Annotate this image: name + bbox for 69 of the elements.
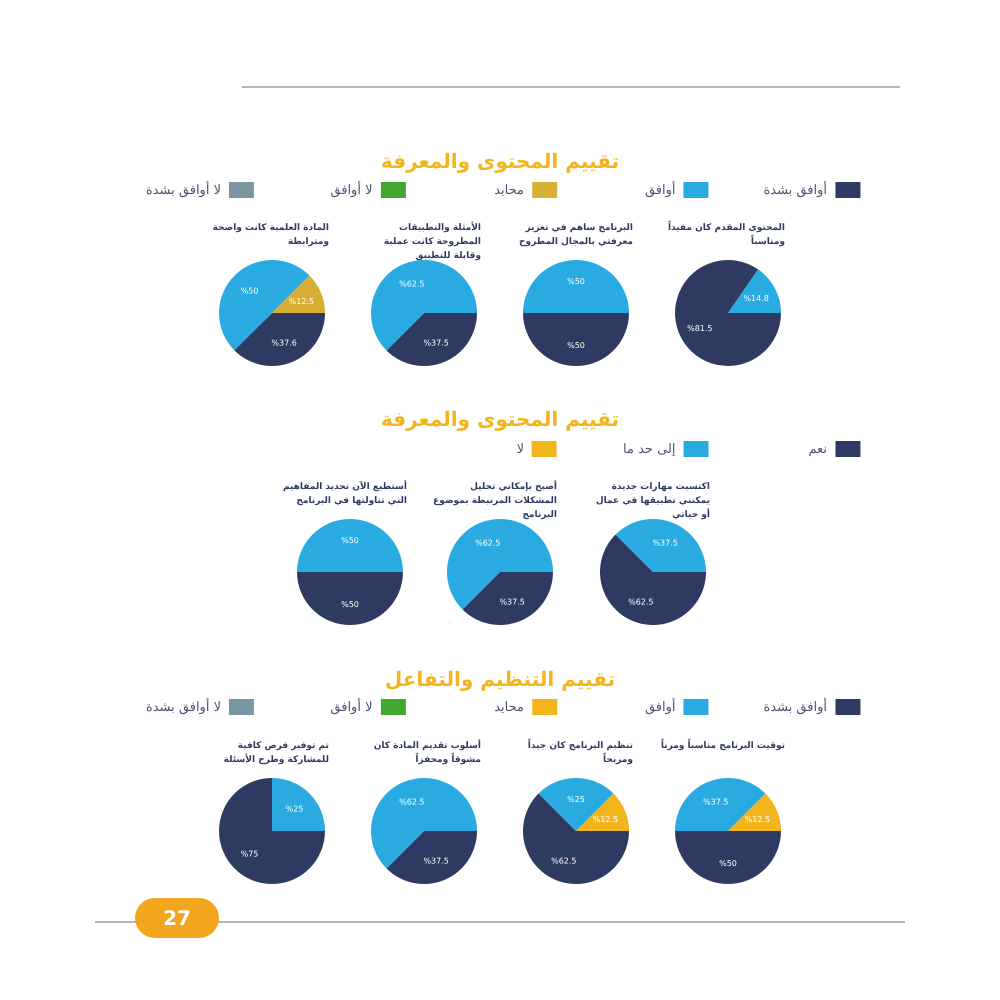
data-label: %25: [567, 795, 585, 804]
pie-slice: [728, 794, 781, 831]
legend-label: لا: [516, 442, 524, 456]
legend-label: أوافق بشدة: [763, 182, 827, 198]
data-label: %37.5: [703, 798, 729, 807]
pie-slice: [219, 778, 325, 884]
data-label: %12.5: [744, 814, 770, 824]
data-label: %12.5: [288, 296, 314, 306]
pie-slice: [386, 831, 477, 884]
data-label: %81.5: [687, 324, 713, 333]
legend-label: لا أوافق بشدة: [146, 700, 221, 714]
data-label: %50: [341, 536, 359, 546]
data-label: %37.5: [423, 856, 449, 866]
text: البرنامج ساهم في تعزيز معرفتي بالمجال المطروح: [518, 222, 633, 249]
text: 27: [163, 906, 191, 930]
legend-label: أوافق بشدة: [763, 700, 827, 714]
chart-subtitle: المادة العلمية كانت واضحة ومترابطة: [212, 222, 329, 249]
data-label: %12.5: [592, 814, 618, 824]
pie-slice: [297, 519, 403, 572]
data-label: %25: [286, 804, 304, 814]
chart-title: تقييم التنظيم والتفاعل: [384, 667, 616, 691]
chart-subtitle: الأمثلة والتطبيقات المطروحة كانت عملية وقابلة للتطبيق: [382, 221, 481, 263]
chart-subtitle: تم توفير فرص كافية للمشاركة وطرح الأسئلة: [222, 740, 329, 767]
pie-slice: [234, 313, 325, 366]
pie-slice: [371, 260, 477, 350]
chart-subtitle: اكتسبت مهارات جديدة يمكنني تطبيقها في عمال أو حياتي: [594, 481, 710, 522]
chart-subtitle: أستطيع الآن تحديد المفاهيم التي تناولتها في البرنامج: [282, 480, 407, 508]
data-label: %62.5: [628, 597, 654, 606]
pie-slice: [297, 572, 403, 625]
text: تنظيم البرنامج كان جيداً ومريحاً: [526, 739, 633, 767]
chart-subtitle: توقيت البرنامج مناسباً ومرناً: [660, 739, 785, 753]
legend-label: أوافق: [644, 182, 676, 198]
data-label: %62.5: [475, 538, 501, 548]
data-label: %37.6: [271, 338, 297, 348]
pie-slice: [371, 778, 477, 868]
pie-slice: [386, 313, 477, 366]
data-label: %50: [567, 340, 585, 350]
text: أصبح بإمكاني تحليل المشكلات المرتبطة بموضوع البرنامج: [432, 480, 557, 522]
legend-label: لا أوافق بشدة: [146, 182, 221, 198]
data-label: %75: [240, 849, 258, 858]
data-label: %62.5: [399, 798, 425, 807]
chart-title: تقييم المحتوى والمعرفة: [380, 149, 620, 173]
data-label: %37.5: [423, 338, 449, 348]
legend-label: محايد: [494, 182, 524, 198]
pie-slice: [728, 269, 781, 313]
legend-label: محايد: [494, 700, 524, 714]
pie-slice: [272, 778, 325, 831]
legend-label: إلى حد ما: [623, 442, 676, 456]
data-label: %37.5: [652, 538, 678, 548]
data-label: %37.5: [499, 597, 525, 606]
legend-label: لا أوافق: [330, 182, 372, 198]
legend-label: لا أوافق: [330, 700, 372, 714]
pie-slice: [675, 831, 781, 884]
pie-slice: [616, 519, 706, 572]
pie-slice: [675, 260, 781, 366]
data-label: %50: [719, 858, 737, 868]
data-label: %14.8: [743, 294, 769, 304]
data-label: %50: [567, 277, 585, 286]
legend-label: أوافق: [644, 700, 676, 714]
pie-slice: [600, 534, 706, 625]
pie-slice: [272, 276, 325, 313]
chart-title: تقييم المحتوى والمعرفة: [380, 407, 620, 431]
data-label: %62.5: [399, 280, 425, 289]
chart-subtitle: المحتوى المقدم كان مفيداً ومناسباً: [666, 221, 785, 249]
data-label: %50: [341, 600, 359, 609]
data-label: %62.5: [551, 856, 577, 866]
chart-subtitle: أسلوب تقديم المادة كان مشوقاً ومحفزاً: [372, 739, 481, 767]
legend-label: نعم: [808, 442, 827, 456]
data-label: %50: [240, 286, 258, 296]
